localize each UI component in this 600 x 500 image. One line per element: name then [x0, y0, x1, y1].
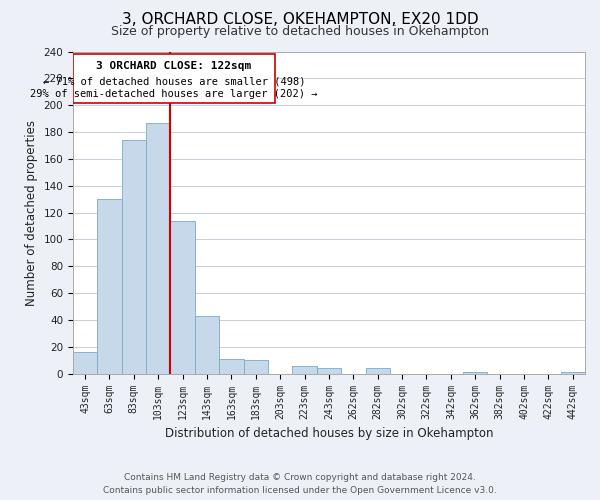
Y-axis label: Number of detached properties: Number of detached properties — [25, 120, 38, 306]
Text: 3 ORCHARD CLOSE: 122sqm: 3 ORCHARD CLOSE: 122sqm — [97, 62, 251, 72]
Text: ← 71% of detached houses are smaller (498): ← 71% of detached houses are smaller (49… — [43, 76, 305, 86]
Bar — [146, 122, 170, 374]
Text: 3, ORCHARD CLOSE, OKEHAMPTON, EX20 1DD: 3, ORCHARD CLOSE, OKEHAMPTON, EX20 1DD — [122, 12, 478, 28]
Bar — [195, 316, 219, 374]
Text: 29% of semi-detached houses are larger (202) →: 29% of semi-detached houses are larger (… — [31, 90, 318, 100]
Bar — [97, 199, 122, 374]
Text: Contains HM Land Registry data © Crown copyright and database right 2024.
Contai: Contains HM Land Registry data © Crown c… — [103, 473, 497, 495]
Bar — [73, 54, 275, 102]
Bar — [219, 359, 244, 374]
Bar — [317, 368, 341, 374]
Bar — [292, 366, 317, 374]
Bar — [122, 140, 146, 374]
X-axis label: Distribution of detached houses by size in Okehampton: Distribution of detached houses by size … — [164, 427, 493, 440]
Bar — [170, 220, 195, 374]
Text: Size of property relative to detached houses in Okehampton: Size of property relative to detached ho… — [111, 25, 489, 38]
Bar — [560, 372, 585, 374]
Bar — [365, 368, 390, 374]
Bar — [463, 372, 487, 374]
Bar — [73, 352, 97, 374]
Bar — [244, 360, 268, 374]
